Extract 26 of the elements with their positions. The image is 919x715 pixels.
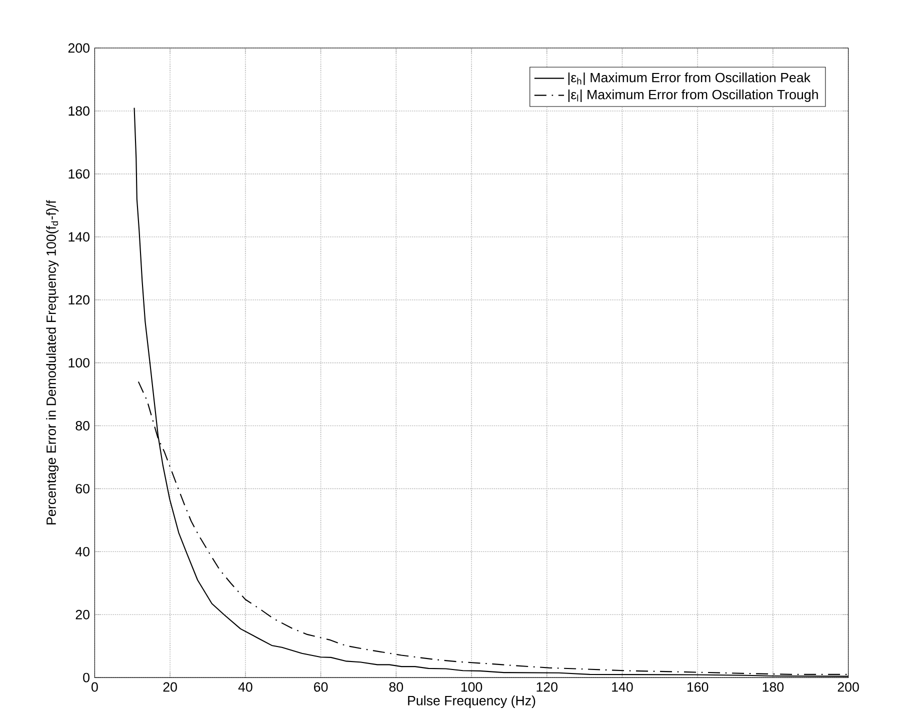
x-tick-label: 160 bbox=[687, 682, 708, 692]
x-tick-label: 200 bbox=[838, 682, 859, 692]
x-tick-label: 60 bbox=[314, 682, 328, 692]
y-tick-label: 200 bbox=[68, 43, 90, 53]
x-tick-label: 140 bbox=[612, 682, 633, 692]
y-tick-label: 20 bbox=[76, 610, 90, 620]
x-tick-label: 0 bbox=[92, 682, 98, 692]
x-axis-title: Pulse Frequency (Hz) bbox=[408, 696, 536, 708]
x-tick-label: 180 bbox=[762, 682, 784, 692]
x-tick-label: 20 bbox=[163, 682, 177, 692]
y-tick-label: 140 bbox=[68, 232, 90, 242]
y-tick-label: 160 bbox=[68, 169, 90, 179]
x-tick-label: 40 bbox=[238, 682, 252, 692]
y-tick-label: 120 bbox=[68, 295, 90, 305]
y-tick-label: 180 bbox=[68, 106, 90, 116]
y-tick-label: 0 bbox=[83, 672, 90, 682]
y-tick-label: 100 bbox=[68, 358, 90, 368]
legend-label: |ε$_{l}$| Maximum Error from Oscillation Trough bbox=[568, 90, 818, 102]
x-tick-label: 120 bbox=[536, 682, 558, 692]
y-tick-label: 60 bbox=[76, 484, 90, 494]
y-tick-label: 40 bbox=[75, 546, 90, 556]
y-axis-title: Percentage Error in Demodulated Frequency 100(f$_{d}$-f)/f bbox=[46, 200, 59, 524]
x-tick-label: 100 bbox=[461, 682, 482, 692]
x-tick-label: 80 bbox=[389, 682, 404, 692]
legend-label: |ε$_{h}$| Maximum Error from Oscillation Peak bbox=[568, 72, 811, 86]
y-tick-label: 80 bbox=[76, 421, 90, 430]
